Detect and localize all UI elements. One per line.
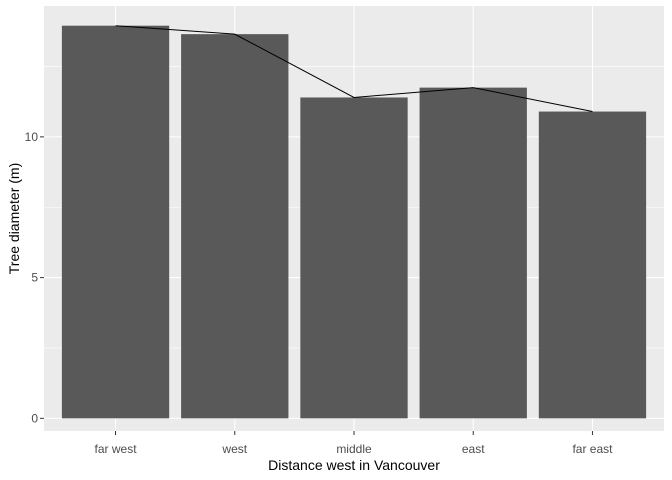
x-tick-label: far west — [95, 442, 138, 456]
y-axis: 0 5 10 — [25, 130, 44, 425]
bar — [419, 87, 527, 419]
bar — [300, 97, 408, 419]
x-tick-label: middle — [336, 442, 372, 456]
x-axis-title: Distance west in Vancouver — [268, 457, 440, 473]
bar — [61, 25, 170, 419]
bars — [61, 25, 647, 419]
series-line — [115, 25, 593, 113]
bar — [181, 34, 289, 419]
x-tick-label: east — [462, 442, 485, 456]
x-tick-label: far east — [572, 442, 613, 456]
x-tick-label: west — [221, 442, 247, 456]
line-layer — [115, 25, 593, 113]
y-tick-label: 10 — [25, 130, 39, 144]
y-tick-label: 0 — [31, 411, 38, 425]
bar — [538, 111, 647, 419]
x-axis: far west west middle east far east — [95, 431, 613, 456]
y-tick-label: 5 — [31, 271, 38, 285]
y-axis-title: Tree diameter (m) — [6, 163, 22, 275]
